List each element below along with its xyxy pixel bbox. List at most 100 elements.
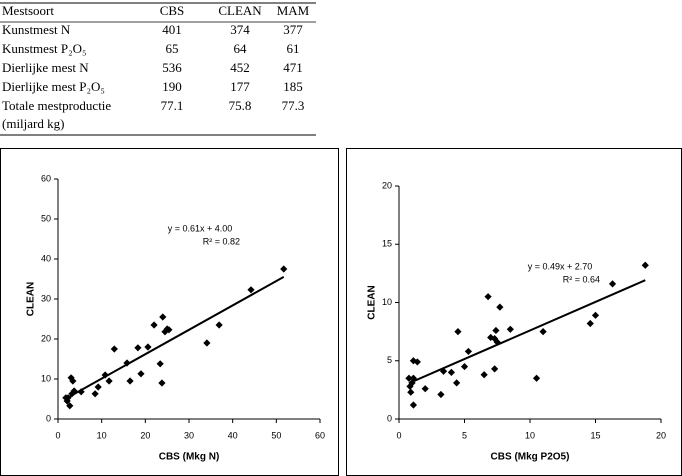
point (439, 367, 448, 375)
table-cell: Totale mestproductie (2, 98, 111, 113)
point (409, 374, 418, 382)
point (280, 265, 288, 273)
point (407, 388, 415, 396)
point (203, 339, 211, 347)
trendline (65, 275, 285, 400)
y-tick-label: 20 (382, 180, 392, 190)
y-tick-label: 0 (387, 413, 392, 423)
trend-annotation: R² = 0.64 (563, 274, 600, 284)
x-tick-label: 15 (590, 430, 600, 440)
point (159, 313, 167, 321)
x-axis-title: CBS (Mkg N) (159, 452, 220, 463)
x-tick-label: 20 (656, 430, 666, 440)
table-cell: 75.8 (229, 98, 252, 113)
point (408, 379, 416, 387)
table-cell: 374 (230, 22, 250, 37)
point (421, 385, 429, 393)
table-cell: Dierlijke mest N (2, 60, 89, 75)
y-tick-label: 40 (41, 253, 51, 263)
point (165, 326, 173, 334)
y-axis-title: CLEAN (367, 285, 378, 319)
table-cell: 185 (283, 79, 303, 94)
point (77, 388, 85, 396)
point (464, 347, 473, 356)
x-tick-label: 5 (462, 430, 467, 440)
x-tick-label: 50 (271, 430, 281, 440)
y-tick-label: 50 (41, 213, 51, 223)
point (150, 321, 158, 329)
table-cell: 64 (234, 41, 248, 56)
point (447, 368, 455, 376)
trend-annotation: y = 0.49x + 2.70 (528, 261, 593, 271)
point (405, 374, 413, 382)
point (110, 345, 118, 353)
point (68, 390, 76, 398)
table-header: Mestsoort (2, 3, 54, 18)
table-header: MAM (277, 3, 310, 18)
point (493, 338, 501, 346)
table-cell: 452 (230, 60, 250, 75)
point (69, 377, 77, 385)
point (413, 358, 421, 366)
point (101, 371, 109, 379)
point (496, 303, 504, 311)
table-cell: Kunstmest N (2, 22, 71, 37)
x-tick-label: 10 (525, 430, 535, 440)
point (66, 402, 74, 410)
y-tick-label: 10 (382, 297, 392, 307)
table-cell: Kunstmest P₂O₅ (2, 41, 87, 56)
point (158, 379, 166, 387)
table-cell: 77.1 (161, 98, 184, 113)
table-cell: 536 (162, 60, 182, 75)
x-tick-label: 10 (97, 430, 107, 440)
point (134, 344, 142, 352)
chart-frame (346, 148, 682, 476)
y-tick-label: 20 (41, 333, 51, 343)
x-tick-label: 40 (228, 430, 238, 440)
point (409, 401, 418, 409)
point (437, 390, 445, 399)
table-cell: 61 (287, 41, 300, 56)
point (91, 390, 99, 398)
point (460, 362, 469, 371)
x-tick-label: 60 (315, 430, 325, 440)
table-cell: 190 (162, 79, 182, 94)
point (491, 365, 499, 373)
table-cell: 65 (166, 41, 179, 56)
point (137, 370, 145, 378)
table-header: CBS (160, 3, 185, 18)
x-tick-label: 30 (184, 430, 194, 440)
x-tick-label: 0 (55, 430, 60, 440)
y-tick-label: 10 (41, 373, 51, 383)
point (156, 360, 164, 368)
x-tick-label: 0 (396, 430, 401, 440)
y-tick-label: 0 (46, 413, 51, 423)
point (144, 343, 152, 351)
point (453, 379, 461, 387)
table-cell: 471 (283, 60, 303, 75)
point (591, 311, 600, 319)
point (126, 377, 134, 385)
table-cell: Dierlijke mest P₂O₅ (2, 79, 105, 94)
chart-frame (0, 148, 339, 476)
x-tick-label: 20 (140, 430, 150, 440)
y-tick-label: 30 (41, 293, 51, 303)
point (67, 374, 75, 382)
point (641, 261, 649, 269)
table-header: CLEAN (218, 3, 262, 18)
point (608, 280, 617, 288)
table-cell: 77.3 (282, 98, 305, 113)
point (506, 325, 514, 333)
x-axis-title: CBS (Mkg P2O5) (491, 452, 570, 463)
trendline (408, 279, 646, 385)
table-cell: (miljard kg) (2, 116, 64, 131)
point (64, 394, 72, 402)
point (454, 328, 462, 336)
point (484, 293, 492, 301)
table-cell: 401 (162, 22, 182, 37)
point (480, 371, 488, 379)
point (105, 377, 113, 385)
table-cell: 377 (283, 22, 303, 37)
y-tick-label: 60 (41, 173, 51, 183)
